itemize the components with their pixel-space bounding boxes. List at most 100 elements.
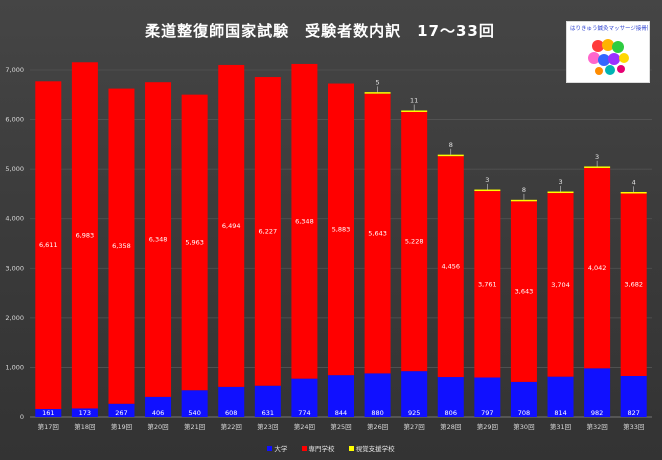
bar-visual-support — [474, 189, 501, 192]
data-label-vocational: 6,611 — [39, 241, 58, 249]
data-label-university: 806 — [445, 409, 457, 417]
x-tick-label: 第30回 — [513, 422, 534, 431]
bar-university — [181, 390, 208, 417]
bar-vocational — [584, 167, 611, 369]
x-tick-label: 第26回 — [367, 422, 388, 431]
bar-vocational — [181, 94, 208, 391]
bar-vocational — [364, 93, 391, 374]
data-label-vocational: 4,456 — [441, 263, 460, 271]
data-label-university: 608 — [225, 409, 237, 417]
x-tick-label: 第21回 — [184, 422, 205, 431]
bar-university — [35, 409, 62, 417]
x-tick-label: 第19回 — [111, 422, 132, 431]
data-label-vocational: 5,963 — [185, 238, 204, 246]
bar-university — [364, 373, 391, 417]
bar-visual-support — [401, 110, 428, 112]
bar-vocational — [437, 156, 464, 378]
x-tick-label: 第23回 — [257, 422, 278, 431]
bar-university — [328, 375, 354, 417]
y-tick-label: 6,000 — [5, 116, 24, 124]
data-label-university: 797 — [481, 409, 493, 417]
bar-visual-support — [510, 199, 537, 202]
y-tick-label: 5,000 — [5, 165, 24, 173]
bar-university — [108, 403, 135, 417]
data-label-vocational: 3,704 — [551, 281, 570, 289]
data-label-visual-support: 8 — [522, 186, 526, 194]
bar-visual-support — [620, 191, 647, 194]
x-tick-label: 第24回 — [294, 422, 315, 431]
data-label-vocational: 5,643 — [368, 230, 387, 238]
legend-swatch-visual-support — [348, 446, 354, 451]
bar-university — [510, 381, 537, 417]
bar-university — [547, 376, 574, 417]
bar-vocational — [145, 82, 172, 397]
y-tick-label: 7,000 — [5, 66, 24, 74]
data-label-university: 844 — [335, 409, 347, 417]
bar-vocational — [510, 201, 537, 382]
x-tick-label: 第27回 — [404, 422, 425, 431]
legend-label-university: 大学 — [274, 445, 288, 453]
data-label-university: 161 — [42, 409, 54, 417]
data-label-university: 540 — [188, 409, 200, 417]
bar-visual-support — [584, 166, 611, 168]
data-label-vocational: 3,682 — [624, 281, 643, 289]
bar-vocational — [254, 77, 281, 386]
data-label-university: 925 — [408, 409, 420, 417]
data-label-vocational: 6,348 — [295, 217, 314, 225]
data-label-vocational: 5,883 — [332, 225, 351, 233]
data-label-vocational: 3,761 — [478, 280, 497, 288]
data-label-visual-support: 4 — [632, 178, 636, 186]
x-tick-label: 第18回 — [74, 422, 95, 431]
data-label-visual-support: 3 — [558, 178, 562, 186]
bar-vocational — [71, 62, 98, 409]
bar-university — [584, 368, 611, 417]
bar-vocational — [474, 191, 501, 378]
legend-label-vocational: 専門学校 — [308, 445, 335, 453]
data-label-vocational: 3,643 — [515, 288, 534, 296]
data-label-vocational: 6,494 — [222, 222, 241, 230]
bar-university — [437, 377, 464, 417]
data-label-university: 827 — [627, 409, 639, 417]
x-tick-label: 第29回 — [477, 422, 498, 431]
x-tick-label: 第32回 — [586, 422, 607, 431]
data-label-visual-support: 5 — [376, 78, 380, 86]
data-label-university: 814 — [554, 409, 566, 417]
y-tick-label: 4,000 — [5, 215, 24, 223]
legend-swatch-vocational — [301, 446, 307, 451]
data-label-visual-support: 3 — [485, 176, 489, 184]
data-label-visual-support: 11 — [410, 96, 418, 104]
y-tick-label: 0 — [20, 413, 24, 421]
bar-vocational — [35, 81, 62, 410]
data-label-university: 982 — [591, 409, 603, 417]
data-label-university: 173 — [79, 409, 91, 417]
legend-swatch-university — [267, 446, 273, 451]
bar-university — [71, 408, 98, 417]
bar-vocational — [291, 63, 318, 379]
data-label-university: 880 — [371, 409, 383, 417]
data-label-university: 267 — [115, 409, 127, 417]
x-tick-label: 第17回 — [38, 422, 59, 431]
logo-text: はりきゅう鍼灸マッサージ接骨院 — [570, 26, 648, 32]
bar-vocational — [328, 83, 354, 376]
legend-item-vocational: 専門学校 — [301, 443, 335, 453]
bar-university — [620, 376, 647, 417]
bar-vocational — [620, 193, 647, 377]
legend-label-visual-support: 視覚支援学校 — [355, 445, 395, 453]
bar-vocational — [401, 111, 428, 372]
chart-title: 柔道整復師国家試験 受験者数内訳 17～33回 — [145, 22, 495, 40]
x-tick-label: 第25回 — [330, 422, 351, 431]
bar-university — [291, 378, 318, 417]
bar-vocational — [547, 193, 574, 377]
x-tick-label: 第31回 — [550, 422, 571, 431]
bar-university — [145, 396, 172, 417]
legend-item-university: 大学 — [267, 443, 287, 453]
legend-item-visual-support: 視覚支援学校 — [348, 443, 395, 453]
data-label-vocational: 6,358 — [112, 242, 131, 250]
data-label-vocational: 4,042 — [588, 264, 607, 272]
data-label-university: 708 — [518, 409, 530, 417]
legend: 大学 専門学校 視覚支援学校 — [0, 443, 662, 453]
bar-vocational — [108, 88, 135, 404]
x-tick-label: 第28回 — [440, 422, 461, 431]
